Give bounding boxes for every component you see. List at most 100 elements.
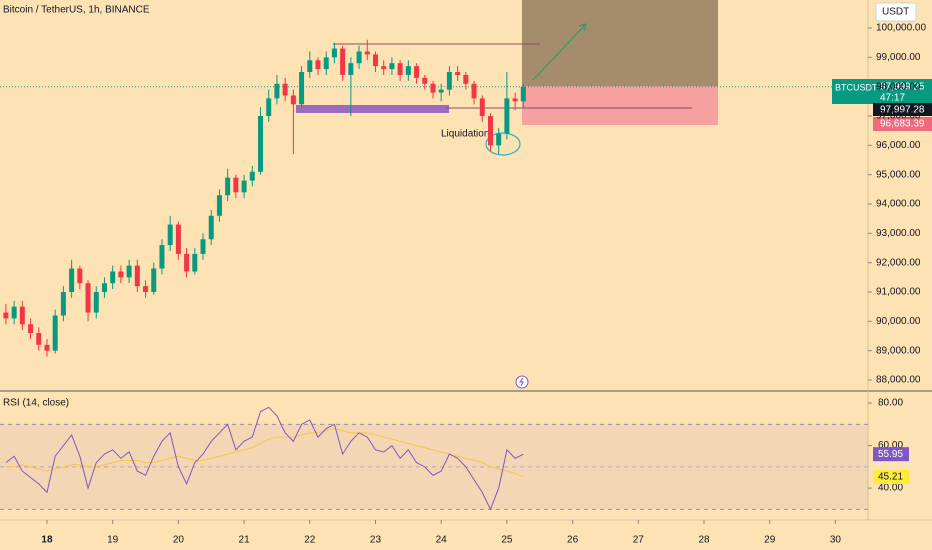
candle-body [405,66,411,75]
rsi-title: RSI (14, close) [3,398,69,409]
y-tick-label: 89,000.00 [876,345,921,356]
y-tick-label: 95,000.00 [876,169,921,180]
candle-body [233,177,239,193]
candle-body [438,89,444,93]
candle-body [266,98,272,117]
candle-body [290,95,296,105]
candle-body [19,306,25,325]
candle-body [422,77,428,84]
rsi-ma-value: 45.21 [878,472,903,483]
x-tick-label: 30 [830,535,842,546]
currency-box[interactable] [875,2,917,22]
stop-price: 96,683.39 [880,119,925,130]
rsi-line [5,406,524,511]
candle-body [446,72,452,90]
candle-body [28,324,34,334]
candle-body [479,98,485,117]
candle-body [463,74,469,84]
candle-body [512,98,518,102]
lightning-glyph [519,377,524,387]
rsi-value: 55.95 [878,449,903,460]
candle-body [184,253,190,272]
x-tick-label: 28 [698,535,710,546]
countdown: 47:17 [880,93,905,104]
liquidation-ellipse [485,132,521,156]
candle-body [274,83,280,99]
candle-body [414,66,420,78]
symbol: BTCUSDT [835,82,878,92]
candle-body [167,224,173,246]
rsi-tick-label: 80.00 [878,398,903,409]
arrow [532,23,587,81]
x-tick-label: 29 [764,535,776,546]
stop-zone [522,86,718,125]
chart-title: Bitcoin / TetherUS, 1h, BINANCE [3,5,150,16]
x-tick-label: 22 [304,535,316,546]
candle-body [93,292,99,313]
candle-body [389,63,395,70]
y-tick-label: 94,000.00 [876,199,921,210]
y-tick-label: 91,000.00 [876,287,921,298]
candle-body [143,286,149,293]
candle-body [364,51,370,55]
candle-body [299,72,305,105]
y-tick-label: 99,000.00 [876,52,921,63]
candle-body [208,215,214,240]
plot [0,39,868,357]
candle-body [151,268,157,293]
x-tick-label: 21 [239,535,251,546]
y-tick-label: 100,000.00 [876,23,926,34]
candle-body [282,83,288,96]
candle-body [315,60,321,70]
candle-body [192,253,198,272]
y-tick-label: 88,000.00 [876,375,921,386]
x-tick-label: 23 [370,535,382,546]
y-tick-label: 96,000.00 [876,140,921,151]
annotation: Liquidation [441,129,489,140]
candle-body [200,239,206,254]
x-tick-label: 26 [567,535,579,546]
candle-body [52,315,58,351]
candle-body [241,180,247,193]
candle-body [520,86,526,102]
candle-body [348,63,354,75]
x-tick-label: 18 [41,535,53,546]
candle-body [118,271,124,278]
candle-body [11,306,17,319]
candle-body [340,48,346,75]
candle-body [471,83,477,99]
candle-body [3,312,9,319]
candle-body [110,271,116,284]
candle-body [307,60,313,73]
candle-body [216,195,222,216]
arrow-head [578,23,587,32]
y-tick-label: 90,000.00 [876,316,921,327]
candle-body [85,283,91,313]
rsi-value-box [873,447,909,462]
currency: USDT [882,7,909,18]
candle-body [397,63,403,75]
entry-price: 97,997.28 [880,105,925,116]
x-tick-label: 24 [436,535,448,546]
candle-body [455,72,461,75]
target-zone [522,0,718,86]
y-tick-label: 98,000.00 [876,81,921,92]
candle-body [249,171,255,181]
candle-body [323,57,329,70]
x-tick-label: 20 [173,535,185,546]
stop-price-box [873,117,932,131]
candle-body [101,283,107,293]
candle-body [44,344,50,351]
candle-body [225,177,231,196]
rsi-ma-box [873,470,909,485]
x-tick-label: 25 [501,535,513,546]
candle-body [60,292,66,316]
y-tick-label: 92,000.00 [876,257,921,268]
y-tick-label: 93,000.00 [876,228,921,239]
candle-body [77,268,83,284]
candle-body [134,265,140,287]
candle-body [356,51,362,64]
candle-body [159,245,165,269]
candle-body [430,83,436,93]
